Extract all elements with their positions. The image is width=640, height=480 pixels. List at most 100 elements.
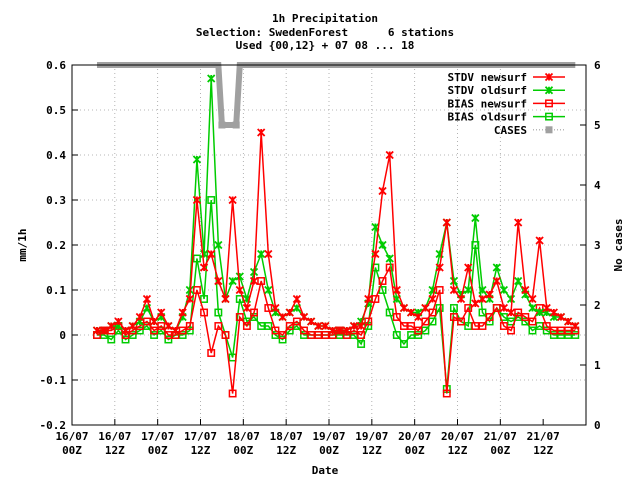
legend-marker-cases xyxy=(545,126,553,134)
y-tick-label: 0 xyxy=(59,329,66,342)
y-tick-label: 0.2 xyxy=(46,239,66,252)
data-point-stdv-newsurf xyxy=(392,285,401,295)
data-point-stdv-newsurf xyxy=(435,263,444,272)
data-point-bias-newsurf xyxy=(428,308,437,317)
data-point-stdv-newsurf xyxy=(114,317,123,326)
data-point-stdv-newsurf xyxy=(542,303,551,313)
data-point-stdv-newsurf xyxy=(228,195,237,205)
data-point-stdv-newsurf xyxy=(378,186,387,196)
data-point-bias-newsurf xyxy=(278,331,287,339)
data-point-bias-newsurf xyxy=(264,304,273,312)
data-point-stdv-oldsurf xyxy=(192,155,202,164)
legend-marker-bias-oldsurf xyxy=(545,112,553,121)
x-tick-hour-label: 00Z xyxy=(233,444,253,457)
data-point-bias-newsurf xyxy=(150,326,159,335)
data-point-stdv-oldsurf xyxy=(535,308,544,317)
data-point-stdv-newsurf xyxy=(535,236,544,245)
data-point-stdv-newsurf xyxy=(456,294,466,304)
data-point-stdv-newsurf xyxy=(207,249,216,259)
legend-label-stdv-newsurf: STDV newsurf xyxy=(448,71,527,84)
data-point-stdv-newsurf xyxy=(307,317,316,326)
data-point-bias-oldsurf xyxy=(278,335,287,344)
data-point-bias-newsurf xyxy=(378,277,387,285)
data-point-bias-newsurf xyxy=(414,326,423,335)
title-line-3: Used {00,12} + 07 08 ... 18 xyxy=(236,39,415,52)
x-tick-date-label: 18/07 xyxy=(270,430,303,443)
y2-tick-label: 2 xyxy=(594,299,601,312)
legend-marker-stdv-newsurf xyxy=(544,72,554,82)
data-point-stdv-newsurf xyxy=(478,294,487,304)
x-tick-date-label: 17/07 xyxy=(141,430,174,443)
data-point-stdv-newsurf xyxy=(321,321,330,331)
data-point-bias-newsurf xyxy=(285,322,294,330)
x-tick-date-label: 19/07 xyxy=(355,430,388,443)
y-tick-label: -0.2 xyxy=(40,419,67,432)
data-point-stdv-newsurf xyxy=(449,285,459,295)
legend-label-bias-oldsurf: BIAS oldsurf xyxy=(448,111,527,124)
x-tick-hour-label: 00Z xyxy=(62,444,82,457)
data-point-stdv-oldsurf xyxy=(471,213,480,223)
data-point-stdv-newsurf xyxy=(264,249,273,259)
data-point-bias-oldsurf xyxy=(150,331,159,339)
data-point-stdv-newsurf xyxy=(414,312,423,322)
data-point-stdv-oldsurf xyxy=(514,276,523,286)
data-point-bias-oldsurf xyxy=(435,304,444,312)
data-point-cases xyxy=(218,121,226,129)
data-point-bias-newsurf xyxy=(507,326,515,335)
data-point-bias-oldsurf xyxy=(478,308,487,317)
data-point-stdv-newsurf xyxy=(278,312,287,322)
data-point-bias-newsurf xyxy=(300,326,308,335)
data-point-stdv-newsurf xyxy=(128,321,137,331)
data-point-stdv-newsurf xyxy=(428,294,437,304)
data-point-stdv-newsurf xyxy=(335,326,344,335)
data-point-bias-newsurf xyxy=(178,326,187,335)
legend-marker-bias-newsurf xyxy=(545,99,553,108)
y-tick-label: -0.1 xyxy=(40,374,67,387)
data-point-bias-newsurf xyxy=(214,322,223,330)
data-point-stdv-newsurf xyxy=(178,308,187,317)
data-point-stdv-newsurf xyxy=(99,326,109,335)
data-point-stdv-newsurf xyxy=(242,303,252,313)
data-point-stdv-oldsurf xyxy=(499,285,509,295)
legend-marker-stdv-oldsurf xyxy=(544,86,554,95)
data-point-bias-oldsurf xyxy=(264,322,273,330)
x-tick-hour-label: 00Z xyxy=(148,444,168,457)
data-point-stdv-oldsurf xyxy=(228,276,237,286)
x-tick-hour-label: 12Z xyxy=(533,444,553,457)
legend-label-bias-newsurf: BIAS newsurf xyxy=(448,97,527,110)
x-tick-date-label: 19/07 xyxy=(312,430,345,443)
data-point-stdv-oldsurf xyxy=(257,249,266,259)
y2-tick-label: 1 xyxy=(594,359,601,372)
data-point-bias-newsurf xyxy=(235,313,244,321)
data-point-bias-newsurf xyxy=(157,322,166,330)
data-point-stdv-newsurf xyxy=(164,321,173,331)
data-point-bias-newsurf xyxy=(442,389,451,398)
data-point-stdv-newsurf xyxy=(249,276,259,286)
data-point-stdv-oldsurf xyxy=(235,272,244,281)
y2-tick-label: 4 xyxy=(594,179,601,192)
data-point-stdv-newsurf xyxy=(492,276,501,286)
data-point-stdv-newsurf xyxy=(171,326,180,335)
data-point-stdv-newsurf xyxy=(556,312,566,322)
data-point-stdv-newsurf xyxy=(406,308,416,317)
data-point-bias-newsurf xyxy=(292,317,301,326)
x-tick-date-label: 20/07 xyxy=(398,430,431,443)
data-point-bias-newsurf xyxy=(143,317,151,326)
data-point-bias-newsurf xyxy=(192,286,201,294)
data-point-stdv-oldsurf xyxy=(207,74,216,83)
x-tick-hour-label: 12Z xyxy=(448,444,468,457)
x-axis-label: Date xyxy=(312,464,339,477)
chart-title: 1h Precipitation Selection: SwedenForest… xyxy=(196,12,454,52)
data-point-bias-newsurf xyxy=(392,313,401,321)
grid xyxy=(72,65,586,425)
data-point-stdv-newsurf xyxy=(285,308,294,317)
data-point-stdv-newsurf xyxy=(485,290,494,299)
data-point-bias-oldsurf xyxy=(121,335,130,344)
data-point-bias-newsurf xyxy=(185,322,194,330)
data-point-bias-oldsurf xyxy=(385,308,394,317)
y2-tick-label: 5 xyxy=(594,119,601,132)
data-point-stdv-oldsurf xyxy=(199,249,209,259)
data-point-bias-newsurf xyxy=(478,322,487,330)
data-point-stdv-newsurf xyxy=(364,294,373,304)
data-point-bias-newsurf xyxy=(421,317,430,326)
